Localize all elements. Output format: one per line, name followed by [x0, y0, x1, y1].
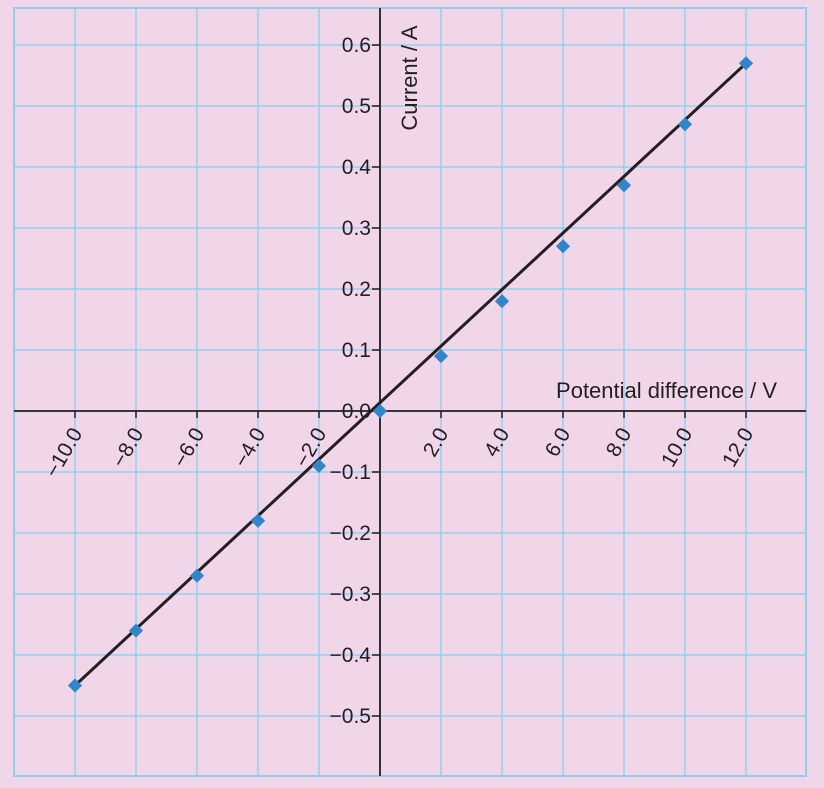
data-point: [250, 513, 266, 528]
y-tick-label: 0.0: [342, 400, 371, 423]
y-axis-label: Current / A: [397, 25, 422, 130]
y-tick-label: 0.4: [342, 156, 372, 179]
data-point: [494, 294, 510, 309]
y-tick-label: −0.3: [330, 583, 371, 606]
data-point: [128, 623, 144, 638]
grid: [13, 7, 807, 777]
data-point: [555, 239, 571, 254]
data-point: [433, 349, 449, 364]
data-point: [677, 117, 693, 132]
grid-border: [13, 7, 807, 777]
y-tick-label: 0.1: [342, 339, 371, 362]
data-series: [67, 56, 754, 693]
best-fit-line: [73, 62, 748, 687]
data-point: [311, 458, 327, 473]
y-tick-label: 0.6: [342, 34, 371, 57]
data-point: [67, 678, 83, 693]
y-tick-label: −0.1: [330, 461, 371, 484]
x-axis-label: Potential difference / V: [556, 378, 777, 403]
data-point: [616, 178, 632, 193]
axes: [14, 8, 806, 776]
data-point: [189, 568, 205, 583]
data-point: [738, 56, 754, 71]
y-tick-label: 0.5: [342, 95, 371, 118]
data-point: [372, 403, 388, 419]
y-tick-label: −0.5: [330, 705, 371, 728]
y-tick-label: 0.3: [342, 217, 371, 240]
y-tick-label: −0.4: [330, 644, 372, 667]
y-tick-label: 0.2: [342, 278, 371, 301]
y-tick-label: −0.2: [330, 522, 371, 545]
